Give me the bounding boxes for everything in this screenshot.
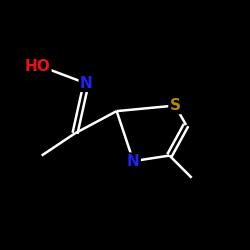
Text: S: S <box>170 98 180 113</box>
Text: N: N <box>80 76 92 91</box>
Text: HO: HO <box>24 59 50 74</box>
Text: N: N <box>127 154 140 168</box>
